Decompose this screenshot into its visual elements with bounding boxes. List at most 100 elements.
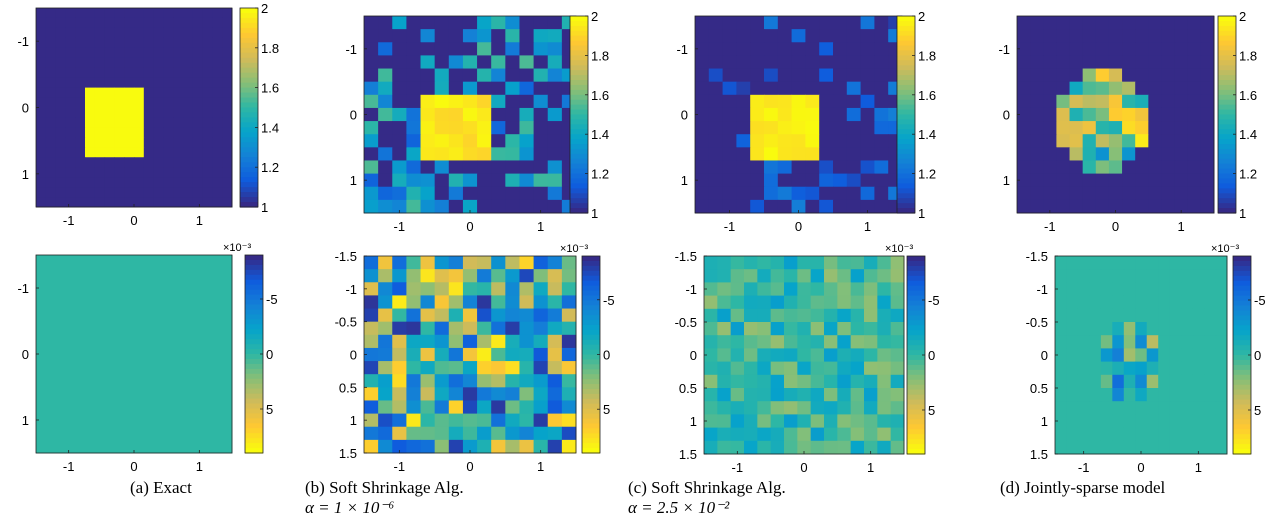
colorbar-segment: [570, 104, 588, 111]
heatmap-cell: [163, 197, 174, 208]
heatmap-cell: [1055, 427, 1067, 442]
colorbar-segment: [907, 340, 925, 346]
heatmap-cell: [784, 374, 798, 389]
heatmap-cell: [864, 282, 878, 297]
colorbar-segment: [240, 142, 258, 148]
heatmap-cell: [477, 400, 492, 415]
colorbar-segment: [570, 70, 588, 76]
heatmap-cell: [784, 256, 798, 270]
colorbar-segment: [582, 398, 600, 405]
heatmap-cell: [1095, 68, 1110, 83]
heatmap-cell: [533, 160, 549, 175]
heatmap-cell: [462, 256, 478, 270]
heatmap-cell: [874, 160, 889, 175]
heatmap-cell: [533, 387, 549, 401]
heatmap-cell: [114, 67, 125, 79]
heatmap-cell: [819, 81, 834, 96]
heatmap-cell: [36, 67, 47, 79]
heatmap-cell: [420, 94, 436, 109]
colorbar-segment: [245, 299, 263, 306]
colorbar-segment: [240, 197, 258, 203]
heatmap-cell: [805, 173, 820, 188]
heatmap-cell: [717, 414, 732, 429]
heatmap-cell: [75, 87, 86, 99]
heatmap-cell: [36, 97, 47, 108]
heatmap-cell: [1056, 94, 1071, 109]
heatmap-cell: [864, 440, 878, 455]
heatmap-cell: [85, 117, 96, 128]
heatmap-cell: [124, 157, 135, 168]
colorbar-segment: [907, 374, 925, 381]
heatmap-cell: [1077, 269, 1090, 283]
colorbar-segment: [897, 124, 915, 130]
colorbar-segment: [570, 158, 588, 165]
heatmap-cell: [1069, 94, 1084, 109]
heatmap-cell: [757, 414, 772, 429]
heatmap-cell: [364, 334, 379, 349]
colorbar-segment: [245, 309, 263, 315]
heatmap-cell: [1135, 160, 1149, 175]
heatmap-cell: [364, 107, 379, 122]
heatmap-cell: [1017, 94, 1031, 109]
heatmap-cell: [448, 16, 464, 30]
heatmap-cell: [791, 199, 806, 214]
heatmap-cell: [202, 87, 213, 99]
heatmap-cell: [104, 57, 115, 69]
colorbar-segment: [897, 153, 915, 160]
colorbar-tick-label: 0: [266, 347, 273, 362]
heatmap-cell: [212, 187, 223, 198]
heatmap-cell: [85, 107, 96, 118]
heatmap-cell: [434, 94, 450, 109]
colorbar-segment: [1233, 315, 1251, 321]
heatmap-cell: [94, 97, 106, 108]
heatmap-cell: [1215, 401, 1228, 415]
heatmap-cell: [864, 295, 878, 310]
heatmap-cell: [1055, 440, 1067, 455]
heatmap-cell: [1056, 16, 1071, 30]
heatmap-cell: [791, 16, 806, 30]
colorbar-segment: [907, 305, 925, 312]
heatmap-cell: [744, 440, 758, 455]
heatmap-cell: [833, 147, 848, 161]
heatmap-cell: [222, 27, 233, 39]
heatmap-a-bottom: -1 0 1-101: [17, 254, 233, 474]
heatmap-cell: [819, 173, 834, 188]
heatmap-cell: [1095, 94, 1110, 109]
heatmap-cell: [850, 440, 865, 455]
heatmap-cell: [764, 16, 779, 30]
colorbar-segment: [907, 369, 925, 376]
heatmap-cell: [448, 321, 464, 336]
heatmap-cell: [491, 256, 506, 270]
heatmap-cell: [1112, 308, 1125, 323]
colorbar-segment: [1218, 45, 1236, 52]
heatmap-cell: [1089, 427, 1102, 442]
heatmap-cell: [406, 186, 422, 201]
heatmap-cell: [533, 121, 549, 135]
heatmap-cell: [708, 160, 724, 175]
heatmap-cell: [547, 387, 563, 401]
heatmap-cell: [392, 347, 407, 362]
heatmap-cell: [797, 322, 812, 336]
y-tick-label: 0: [22, 101, 29, 116]
colorbar-segment: [907, 399, 925, 406]
heatmap-cell: [1135, 282, 1148, 297]
heatmap-cell: [1055, 256, 1067, 270]
heatmap-cell: [708, 121, 724, 135]
heatmap-cell: [1146, 401, 1159, 415]
heatmap-cell: [874, 186, 889, 201]
heatmap-cell: [770, 348, 785, 363]
heatmap-cell: [153, 157, 164, 168]
heatmap-cell: [434, 173, 450, 188]
heatmap-cell: [833, 160, 848, 175]
heatmap-cell: [708, 55, 724, 70]
heatmap-cell: [722, 29, 737, 43]
colorbar-segment: [897, 30, 915, 37]
heatmap-cell: [65, 47, 76, 59]
heatmap-cell: [1095, 173, 1110, 188]
heatmap-cell: [134, 127, 145, 138]
heatmap-cell: [392, 81, 407, 96]
colorbar-segment: [1233, 305, 1251, 312]
colorbar-segment: [570, 16, 588, 22]
heatmap-cell: [192, 137, 204, 148]
colorbar-segment: [1218, 153, 1236, 160]
